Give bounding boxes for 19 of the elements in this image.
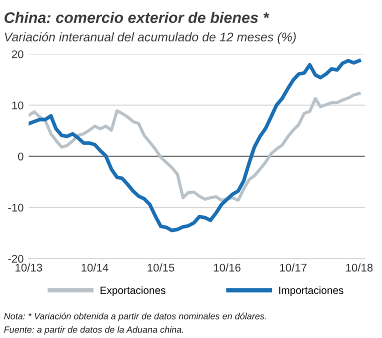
- x-tick-label: 10/15: [148, 263, 174, 272]
- chart-title: China: comercio exterior de bienes *: [4, 12, 270, 24]
- y-tick-label: 0: [18, 152, 24, 160]
- x-tick-label: 10/13: [16, 263, 42, 272]
- line-series: [28, 58, 362, 232]
- chart-subtitle: Variación interanual del acumulado de 12 meses (%): [4, 32, 296, 44]
- source-note: Fuente: a partir de datos de la Aduana china.: [4, 326, 184, 335]
- y-tick-label: 20: [12, 50, 24, 58]
- x-tick-label: 10/14: [82, 263, 108, 272]
- y-tick-label: 10: [12, 101, 24, 110]
- legend-label: Exportaciones: [100, 286, 166, 296]
- line-series: [28, 92, 361, 202]
- legend-label: Importaciones: [279, 286, 344, 296]
- text: Nota: * Variación obtenida a partir de datos nominales en dólares.: [4, 312, 266, 322]
- x-tick-label: 10/17: [280, 263, 306, 272]
- x-tick-label: 10/16: [214, 263, 240, 272]
- y-tick-label: -10: [8, 204, 24, 212]
- y-tick-label: -20: [8, 254, 24, 263]
- x-tick-label: 10/18: [346, 263, 373, 272]
